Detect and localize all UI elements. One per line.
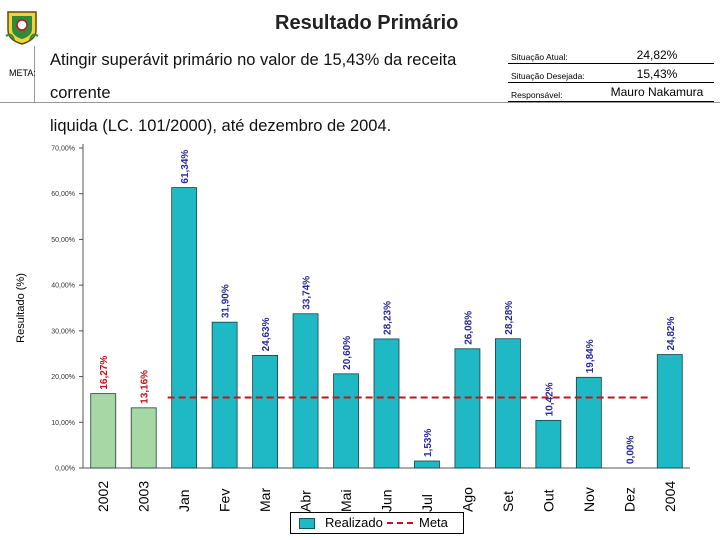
situacao-atual-label: Situação Atual: bbox=[511, 52, 568, 62]
y-tick-label: 30,00% bbox=[51, 328, 75, 335]
bar-jan bbox=[171, 187, 198, 469]
state-emblem-icon bbox=[5, 11, 39, 45]
bar-value-label: 28,23% bbox=[383, 301, 394, 335]
x-tick-label: Fev bbox=[217, 489, 233, 512]
bar-fev bbox=[211, 321, 238, 469]
x-tick-label: 2004 bbox=[662, 481, 678, 512]
situacao-desejada-value: 15,43% bbox=[636, 67, 678, 81]
y-tick-label: 40,00% bbox=[51, 283, 75, 290]
x-tick-label: Set bbox=[500, 491, 516, 512]
bar-value-label: 10,42% bbox=[544, 382, 555, 416]
goal-line-2: liquida (LC. 101/2000), até dezembro de … bbox=[50, 117, 392, 135]
x-tick-label: Abr bbox=[298, 490, 314, 512]
bar-value-label: 28,28% bbox=[504, 301, 515, 335]
bar-value-label: 33,74% bbox=[302, 276, 313, 310]
bar-2004 bbox=[656, 354, 683, 469]
x-tick-label: Jan bbox=[176, 489, 192, 512]
bar-set bbox=[494, 338, 521, 469]
legend-meta: Meta bbox=[419, 515, 448, 530]
bar-value-label: 0,00% bbox=[625, 436, 636, 464]
y-axis-label: Resultado (%) bbox=[15, 273, 27, 343]
bar-value-label: 19,84% bbox=[585, 339, 596, 373]
responsavel-label: Responsável: bbox=[511, 90, 563, 100]
bar-out bbox=[535, 419, 562, 469]
bar-value-label: 20,60% bbox=[342, 336, 353, 370]
bar-value-label: 24,82% bbox=[666, 317, 677, 351]
bar-value-label: 13,16% bbox=[140, 370, 151, 404]
bar-nov bbox=[575, 376, 602, 469]
x-tick-label: Jul bbox=[419, 494, 435, 512]
x-tick-label: Dez bbox=[621, 487, 637, 512]
x-tick-label: Mar bbox=[257, 488, 273, 512]
bar-mai bbox=[333, 373, 359, 469]
info-rule-1 bbox=[508, 63, 714, 64]
bar-jul bbox=[414, 460, 440, 469]
x-tick-label: 2002 bbox=[95, 481, 111, 512]
page-title: Resultado Primário bbox=[275, 12, 459, 34]
bar-value-label: 1,53% bbox=[423, 429, 434, 457]
bar-value-label: 26,08% bbox=[463, 311, 474, 345]
header: Resultado Primário META: Atingir superáv… bbox=[0, 0, 720, 135]
bar-value-label: 24,63% bbox=[261, 317, 272, 351]
y-tick-label: 10,00% bbox=[51, 420, 75, 427]
goal-line-1: Atingir superávit primário no valor de 1… bbox=[50, 51, 457, 102]
y-tick-label: 60,00% bbox=[51, 191, 75, 198]
x-tick-label: Ago bbox=[459, 487, 475, 512]
bar-value-label: 16,27% bbox=[99, 356, 110, 390]
bar-value-label: 31,90% bbox=[221, 284, 232, 318]
y-tick-label: 20,00% bbox=[51, 374, 75, 381]
x-tick-label: Nov bbox=[581, 487, 597, 512]
x-tick-label: Mai bbox=[338, 489, 354, 512]
header-divider bbox=[0, 102, 720, 103]
x-tick-label: Out bbox=[540, 489, 556, 512]
legend: Realizado Meta bbox=[290, 512, 464, 534]
info-rule-3 bbox=[508, 101, 714, 102]
x-tick-label: Jun bbox=[379, 489, 395, 512]
legend-swatch-realizado bbox=[299, 518, 315, 529]
bar-ago bbox=[454, 348, 481, 469]
bar-jun bbox=[373, 338, 400, 469]
y-tick-label: 0,00% bbox=[55, 466, 75, 473]
bar-2002 bbox=[90, 393, 117, 469]
info-rule-2 bbox=[508, 82, 714, 83]
situacao-desejada-label: Situação Desejada: bbox=[511, 71, 585, 81]
bar-abr bbox=[292, 313, 319, 469]
x-tick-label: 2003 bbox=[136, 481, 152, 512]
bar-mar bbox=[252, 355, 279, 469]
legend-swatch-meta bbox=[387, 522, 413, 524]
meta-label: META: bbox=[9, 68, 36, 78]
responsavel-value: Mauro Nakamura bbox=[610, 85, 704, 99]
resultado-chart: Resultado (%) 0,00% 10,00% 20,00% 30,00% 40,0… bbox=[15, 144, 690, 512]
meta-divider bbox=[34, 46, 35, 102]
bar-2003 bbox=[130, 407, 157, 469]
y-tick-label: 50,00% bbox=[51, 237, 75, 244]
bar-value-label: 61,34% bbox=[180, 150, 191, 184]
goal-text: Atingir superávit primário no valor de 1… bbox=[50, 44, 505, 143]
legend-realizado: Realizado bbox=[325, 515, 383, 530]
situacao-atual-value: 24,82% bbox=[636, 48, 678, 62]
y-tick-label: 70,00% bbox=[51, 146, 75, 153]
